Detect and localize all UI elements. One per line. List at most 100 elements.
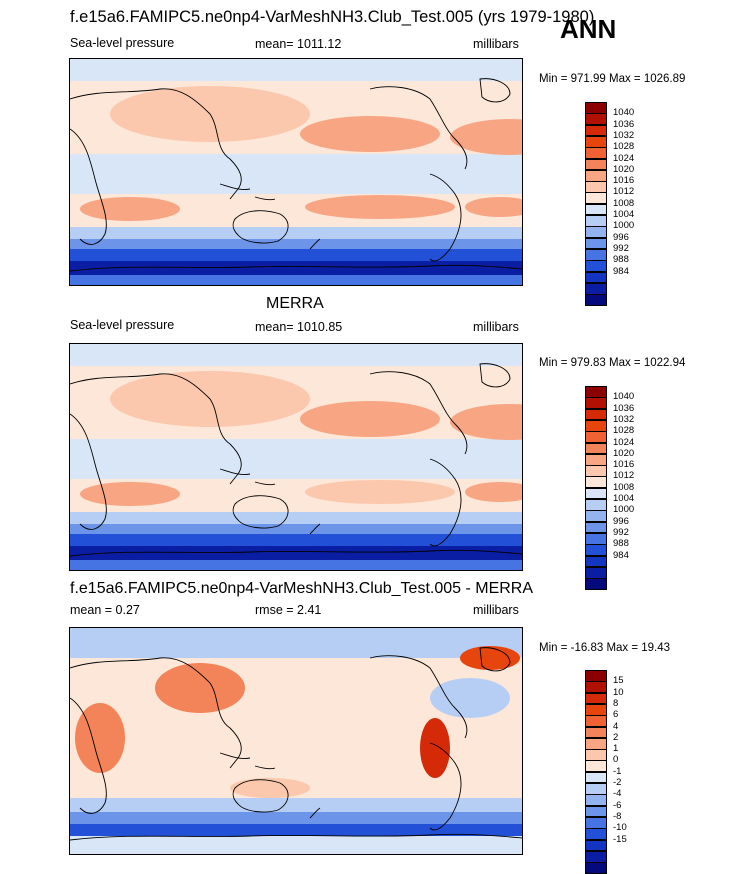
equatorial-trough	[70, 439, 522, 479]
colorbar-label: -10	[613, 822, 627, 834]
colorbar-label: 1024	[613, 436, 635, 448]
colorbar-label: -6	[613, 799, 622, 811]
colorbar-label: 1016	[613, 459, 635, 471]
colorbar-label: 1040	[613, 391, 635, 403]
colorbar-label: 0	[613, 754, 619, 766]
coastline	[70, 88, 242, 200]
antarctic-band	[70, 836, 522, 854]
colorbar-swatch	[585, 862, 607, 874]
panel1-map	[69, 58, 523, 286]
arctic-band	[70, 59, 522, 81]
azores-high	[450, 119, 522, 155]
colorbar-swatch	[585, 816, 607, 829]
panel2-mean-label: mean= 1010.85	[255, 320, 343, 334]
subpolar-band-3	[70, 249, 522, 261]
coastline	[309, 238, 321, 250]
colorbar-label: 1020	[613, 163, 635, 175]
coastline	[309, 807, 321, 819]
south-atlantic-high	[465, 197, 522, 217]
colorbar-label: 1036	[613, 402, 635, 414]
antarctic-band	[70, 560, 522, 570]
colorbar-label: 996	[613, 231, 629, 243]
panel3-map	[69, 627, 523, 855]
colorbar-swatch	[585, 794, 607, 807]
colorbar-swatch	[585, 215, 607, 227]
colorbar-swatch	[585, 532, 607, 545]
colorbar-swatch	[585, 442, 607, 455]
southern-band-3	[70, 824, 522, 836]
colorbar-swatch	[585, 544, 607, 556]
coastline	[70, 413, 107, 530]
arctic-band	[70, 628, 522, 658]
panel1-variable-label: Sea-level pressure	[70, 36, 175, 50]
panel2-map	[69, 343, 523, 571]
coastline	[70, 697, 107, 814]
coastline	[232, 779, 289, 813]
antarctic-trough	[70, 546, 522, 560]
coastline	[70, 128, 107, 245]
colorbar-swatch	[585, 282, 607, 295]
colorbar-swatch	[585, 260, 607, 272]
colorbar-swatch	[585, 760, 607, 773]
coastline	[369, 371, 468, 455]
colorbar-swatch	[585, 566, 607, 579]
coastline	[429, 742, 462, 831]
colorbar-swatch	[585, 692, 607, 705]
colorbar-swatch	[585, 102, 607, 114]
colorbar-swatch	[585, 465, 607, 477]
colorbar-label: -1	[613, 765, 622, 777]
panel2-variable-label: Sea-level pressure	[70, 318, 175, 332]
coastline	[232, 210, 289, 244]
colorbar-swatch	[585, 487, 607, 500]
colorbar-label: 1004	[613, 209, 635, 220]
colorbar-label: 1	[613, 743, 619, 755]
greenland-positive	[460, 646, 520, 670]
colorbar-swatch	[585, 124, 607, 137]
colorbar-swatch	[585, 828, 607, 840]
south-pacific-high	[305, 195, 455, 219]
colorbar-label: 996	[613, 515, 629, 527]
colorbar-swatch	[585, 203, 607, 216]
colorbar-label: 1004	[613, 493, 635, 504]
colorbar-label: 1020	[613, 447, 635, 459]
colorbar-swatch	[585, 850, 607, 863]
colorbar-swatch	[585, 510, 607, 523]
colorbar-label: 4	[613, 720, 619, 732]
colorbar-swatch	[585, 783, 607, 795]
colorbar-swatch	[585, 237, 607, 250]
colorbar-swatch	[585, 771, 607, 784]
equatorial-trough	[70, 154, 522, 194]
north-pacific-high	[300, 116, 440, 152]
panel2-title: MERRA	[266, 295, 324, 312]
colorbar-label: 1028	[613, 141, 635, 153]
panel1-units-label: millibars	[473, 37, 519, 51]
colorbar-label: 988	[613, 254, 629, 266]
colorbar-label: 1012	[613, 470, 635, 482]
colorbar-swatch	[585, 397, 607, 410]
colorbar-label: 1024	[613, 152, 635, 164]
colorbar-swatch	[585, 749, 607, 761]
colorbar-label: 2	[613, 731, 619, 743]
south-pacific-high	[305, 480, 455, 504]
colorbar-label: 1016	[613, 175, 635, 187]
colorbar-label: 984	[613, 549, 629, 561]
colorbar-swatch	[585, 192, 607, 205]
panel3-units-label: millibars	[473, 603, 519, 617]
colorbar-swatch	[585, 431, 607, 443]
indian-ocean-high	[80, 482, 180, 506]
panel2-minmax: Min = 979.83 Max = 1022.94	[539, 357, 686, 369]
colorbar-label: 1040	[613, 107, 635, 119]
colorbar-swatch	[585, 839, 607, 852]
page-title: f.e15a6.FAMIPC5.ne0np4-VarMeshNH3.Club_T…	[70, 8, 595, 26]
panel3-minmax: Min = -16.83 Max = 19.43	[539, 642, 671, 654]
subpolar-band	[70, 512, 522, 524]
colorbar-swatch	[585, 169, 607, 182]
subpolar-band	[70, 227, 522, 239]
colorbar-swatch	[585, 737, 607, 750]
colorbar-label: -2	[613, 777, 622, 788]
coastline	[479, 78, 511, 103]
panel3-title: f.e15a6.FAMIPC5.ne0np4-VarMeshNH3.Club_T…	[70, 580, 534, 597]
coastline	[309, 523, 321, 535]
colorbar-swatch	[585, 158, 607, 171]
colorbar-swatch	[585, 135, 607, 148]
